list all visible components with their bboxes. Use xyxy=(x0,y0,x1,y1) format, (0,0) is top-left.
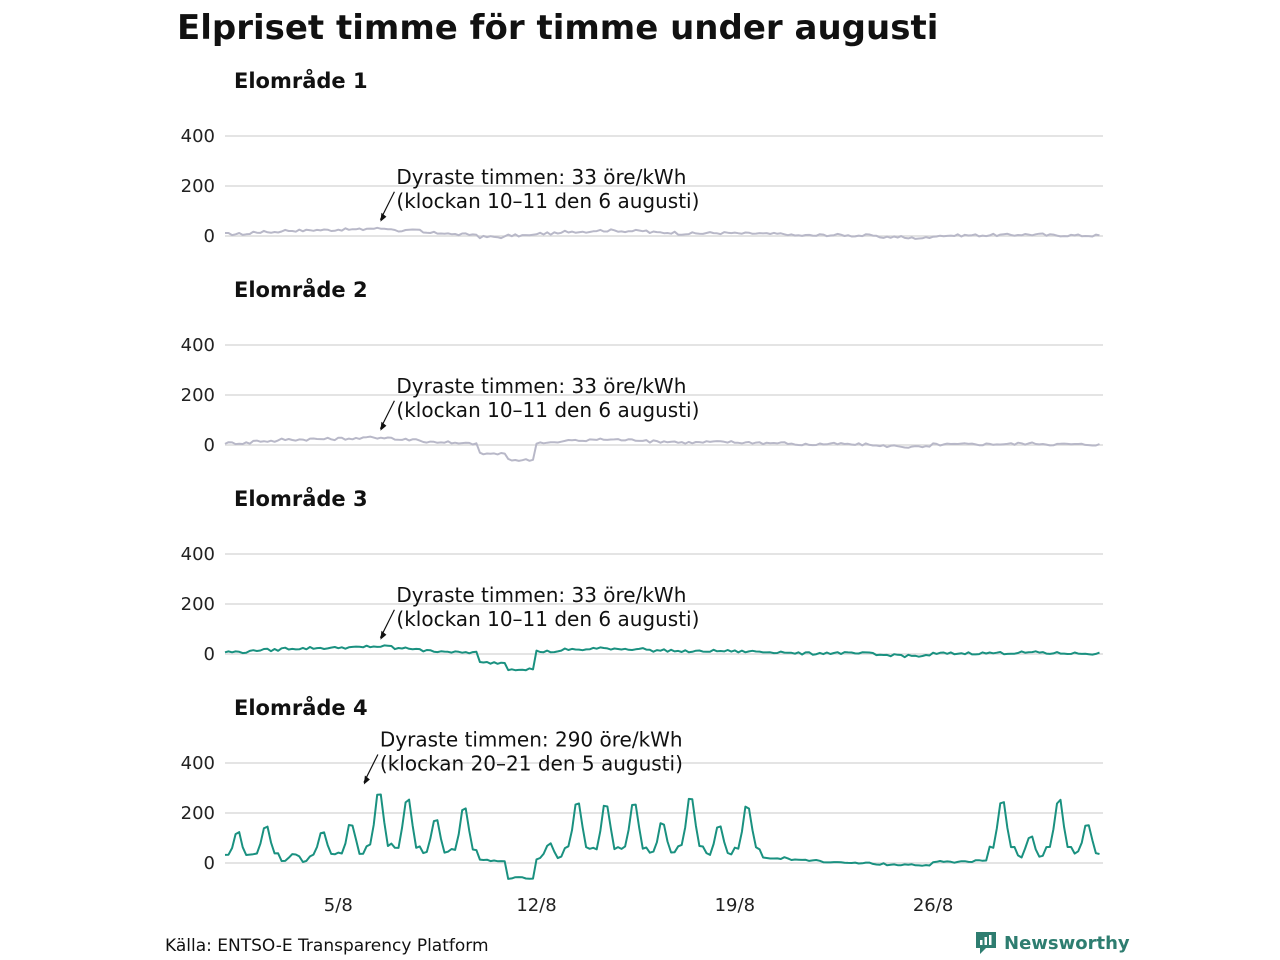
x-tick-label: 26/8 xyxy=(913,895,953,916)
brand-logo: Newsworthy xyxy=(974,930,1130,956)
x-tick-label: 5/8 xyxy=(324,895,353,916)
panel-title: Elområde 1 xyxy=(234,68,368,93)
newsworthy-logo-icon xyxy=(976,932,996,954)
annotation-line2: (klockan 10–11 den 6 augusti) xyxy=(396,189,699,213)
y-tick-label: 0 xyxy=(204,226,215,247)
annotation-line1: Dyraste timmen: 33 öre/kWh xyxy=(396,583,686,607)
brand-name: Newsworthy xyxy=(1004,932,1130,954)
annotation-arrowhead xyxy=(380,421,387,431)
series-line xyxy=(224,793,1100,880)
annotation-line1: Dyraste timmen: 33 öre/kWh xyxy=(396,374,686,398)
annotation-line1: Dyraste timmen: 290 öre/kWh xyxy=(380,728,683,752)
annotation-arrowhead xyxy=(380,630,387,640)
annotation-arrowhead xyxy=(363,775,370,785)
annotation-line2: (klockan 10–11 den 6 augusti) xyxy=(396,398,699,422)
page-title: Elpriset timme för timme under augusti xyxy=(177,8,939,48)
x-tick-label: 19/8 xyxy=(715,895,755,916)
x-tick-label: 12/8 xyxy=(516,895,556,916)
annotation-arrowhead xyxy=(380,212,387,222)
annotation-line1: Dyraste timmen: 33 öre/kWh xyxy=(396,165,686,189)
y-tick-label: 200 xyxy=(181,385,215,406)
source-note: Källa: ENTSO-E Transparency Platform xyxy=(165,936,489,956)
series-line xyxy=(224,435,1100,462)
y-tick-label: 0 xyxy=(204,435,215,456)
y-tick-label: 200 xyxy=(181,594,215,615)
annotation-line2: (klockan 10–11 den 6 augusti) xyxy=(396,607,699,631)
y-tick-label: 0 xyxy=(204,853,215,874)
y-tick-label: 400 xyxy=(181,126,215,147)
y-tick-label: 200 xyxy=(181,803,215,824)
panel-title: Elområde 3 xyxy=(234,486,368,511)
series-line xyxy=(225,226,1100,240)
y-tick-label: 400 xyxy=(181,544,215,565)
panel-title: Elområde 4 xyxy=(234,695,368,720)
series-line xyxy=(224,644,1100,672)
y-tick-label: 400 xyxy=(181,335,215,356)
y-tick-label: 200 xyxy=(181,176,215,197)
y-tick-label: 400 xyxy=(181,753,215,774)
panel-title: Elområde 2 xyxy=(234,277,368,302)
y-tick-label: 0 xyxy=(204,644,215,665)
annotation-line2: (klockan 20–21 den 5 augusti) xyxy=(380,752,683,776)
